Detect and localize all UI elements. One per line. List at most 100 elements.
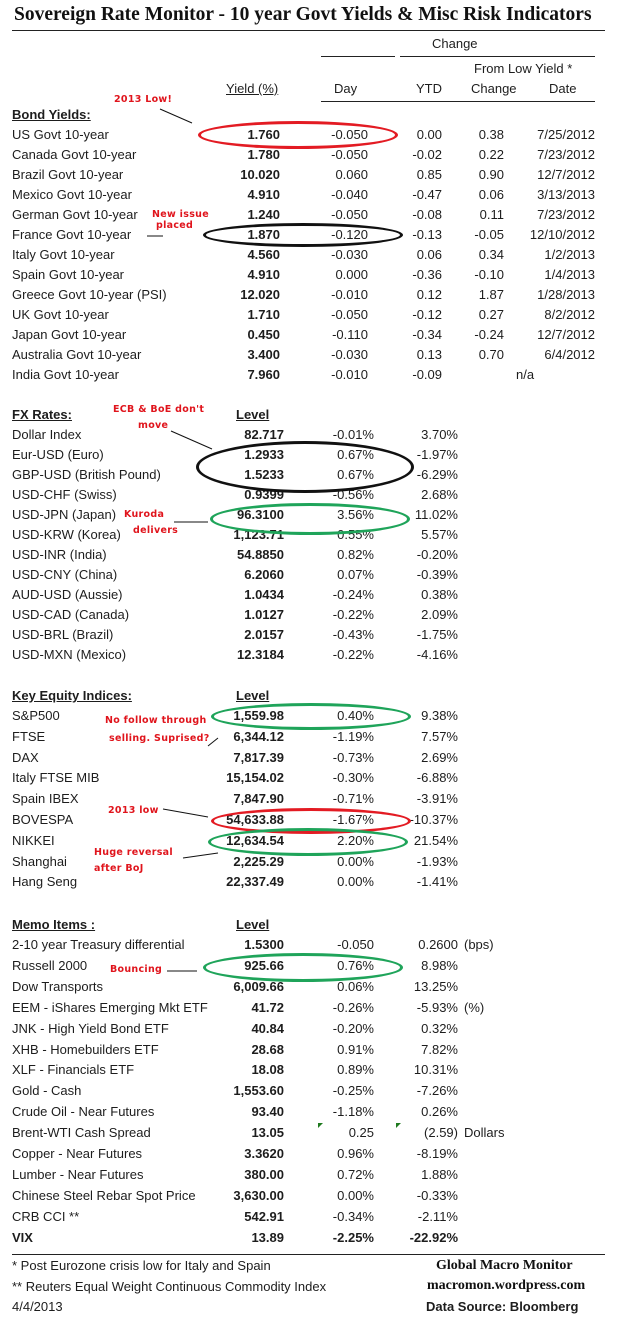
row-level: 7,817.39 <box>233 749 284 765</box>
row-day: -0.22% <box>332 647 374 662</box>
row-ytd: -0.09 <box>412 367 442 382</box>
annotation-kuroda-line1: Kuroda <box>124 509 165 520</box>
row-ytd: -0.39% <box>416 567 458 582</box>
highlight-ellipse-eur-gbp <box>196 441 414 493</box>
row-name: Gold - Cash <box>12 1083 82 1099</box>
table-row: USD-CAD (Canada) 1.0127 -0.22% 2.09% <box>0 607 630 627</box>
header-change: Change <box>432 36 478 51</box>
row-level: 6,344.12 <box>233 728 284 744</box>
row-name: Japan Govt 10-year <box>12 327 127 342</box>
annotation-new-issue-line2: placed <box>156 220 194 231</box>
annotation-reversal-line2: after BoJ <box>94 863 144 874</box>
row-ytd: 0.2600 <box>418 937 458 952</box>
row-name: XLF - Financials ETF <box>12 1062 135 1078</box>
row-ytd: -6.88% <box>416 770 458 786</box>
row-day: -0.030 <box>331 347 368 362</box>
row-name: XHB - Homebuilders ETF <box>12 1041 159 1057</box>
row-low-date: 8/2/2012 <box>544 307 595 322</box>
row-name: Dollar Index <box>12 427 82 442</box>
row-day: -2.25% <box>332 1229 374 1245</box>
row-name: Russell 2000 <box>12 957 88 973</box>
equity-level-header: Level <box>236 688 270 703</box>
annotation-ecb-line1: ECB & BoE don't <box>113 404 205 415</box>
row-name: UK Govt 10-year <box>12 307 109 322</box>
row-yield: 7.960 <box>247 367 280 382</box>
table-row: 2-10 year Treasury differential 1.5300 -0.… <box>0 937 630 957</box>
row-day: 0.89% <box>337 1062 374 1078</box>
table-row: Italy FTSE MIB 15,154.02 -0.30% -6.88% <box>0 770 630 790</box>
section-heading-memo: Memo Items : <box>12 917 96 932</box>
row-day: -0.010 <box>331 287 368 302</box>
row-ytd: -0.36 <box>412 267 442 282</box>
table-row: AUD-USD (Aussie) 1.0434 -0.24% 0.38% <box>0 587 630 607</box>
row-name: Brazil Govt 10-year <box>12 167 124 182</box>
row-level: 1,553.60 <box>233 1083 284 1099</box>
row-level: 542.91 <box>244 1208 284 1224</box>
row-ytd: -1.75% <box>416 627 458 642</box>
row-level: 2.0157 <box>244 627 284 642</box>
row-day: 0.00% <box>337 853 374 869</box>
row-unit: Dollars <box>464 1125 505 1141</box>
row-ytd: 2.68% <box>421 487 458 502</box>
row-name: France Govt 10-year <box>12 227 132 242</box>
row-ytd: -0.13 <box>412 227 442 242</box>
row-name: USD-KRW (Korea) <box>12 527 121 542</box>
row-level: 18.08 <box>251 1062 284 1078</box>
row-ytd: 13.25% <box>413 978 458 994</box>
row-name: USD-CHF (Swiss) <box>12 487 117 502</box>
table-row: Dollar Index 82.717 -0.01% 3.70% <box>0 427 630 447</box>
row-low-change: 0.70 <box>478 347 504 362</box>
row-low-change: -0.05 <box>474 227 504 242</box>
row-day: -0.040 <box>331 187 368 202</box>
highlight-ellipse-france-yield <box>203 223 403 247</box>
row-level: 41.72 <box>251 999 284 1015</box>
row-name: Italy FTSE MIB <box>12 770 100 786</box>
row-ytd: 5.57% <box>421 527 458 542</box>
row-ytd: -0.20% <box>416 547 458 562</box>
table-row: Dow Transports 6,009.66 0.06% 13.25% <box>0 979 630 999</box>
row-name: India Govt 10-year <box>12 367 119 382</box>
row-low-change: 0.90 <box>478 167 504 182</box>
row-ytd: -4.16% <box>416 647 458 662</box>
row-ytd: 0.32% <box>421 1020 458 1036</box>
row-day: -0.34% <box>332 1208 374 1224</box>
row-name: DAX <box>12 749 39 765</box>
row-name: FTSE <box>12 728 46 744</box>
table-row: India Govt 10-year 7.960 -0.010 -0.09 n/a <box>0 367 630 387</box>
row-ytd: (2.59) <box>424 1125 458 1141</box>
row-name: Crude Oil - Near Futures <box>12 1104 155 1120</box>
row-yield: 10.020 <box>240 167 280 182</box>
row-ytd: 0.38% <box>421 587 458 602</box>
row-name: Dow Transports <box>12 978 104 994</box>
row-ytd: -8.19% <box>416 1146 458 1161</box>
brand-site[interactable]: macromon.wordpress.com <box>427 1278 586 1293</box>
row-level: 6,009.66 <box>233 978 284 994</box>
table-row: German Govt 10-year 1.240 -0.050 -0.08 0.11 7… <box>0 207 630 227</box>
row-ytd: 0.13 <box>416 347 442 362</box>
row-name: Spain IBEX <box>12 791 79 807</box>
row-ytd: -5.93% <box>416 999 458 1015</box>
table-row: VIX 13.89 -2.25% -22.92% <box>0 1230 630 1250</box>
annotation-bouncing: Bouncing <box>110 964 163 975</box>
row-day: 0.72% <box>337 1166 374 1182</box>
row-name: Australia Govt 10-year <box>12 347 142 362</box>
data-source: Data Source: Bloomberg <box>426 1299 579 1314</box>
table-row: Chinese Steel Rebar Spot Price 3,630.00 0.… <box>0 1188 630 1208</box>
row-day: 0.00% <box>337 874 374 890</box>
page-title: Sovereign Rate Monitor - 10 year Govt Yi… <box>14 4 592 25</box>
row-level: 15,154.02 <box>226 770 284 786</box>
row-yield: 3.400 <box>247 347 280 362</box>
annotation-follow-line1: No follow through <box>105 715 207 726</box>
table-row: Italy Govt 10-year 4.560 -0.030 0.06 0.34 1/2… <box>0 247 630 267</box>
row-low-date: 6/4/2012 <box>544 347 595 362</box>
row-level: 1.0127 <box>244 607 284 622</box>
table-row: Brazil Govt 10-year 10.020 0.060 0.85 0.90 12… <box>0 167 630 187</box>
row-ytd: -0.08 <box>412 207 442 222</box>
row-level: 13.05 <box>251 1125 284 1141</box>
row-ytd: 0.85 <box>416 167 442 182</box>
row-name: Brent-WTI Cash Spread <box>12 1125 151 1141</box>
row-day: -1.18% <box>332 1104 374 1120</box>
table-row: USD-MXN (Mexico) 12.3184 -0.22% -4.16% <box>0 647 630 667</box>
row-yield: 4.910 <box>247 267 280 282</box>
day-rule <box>321 56 395 57</box>
